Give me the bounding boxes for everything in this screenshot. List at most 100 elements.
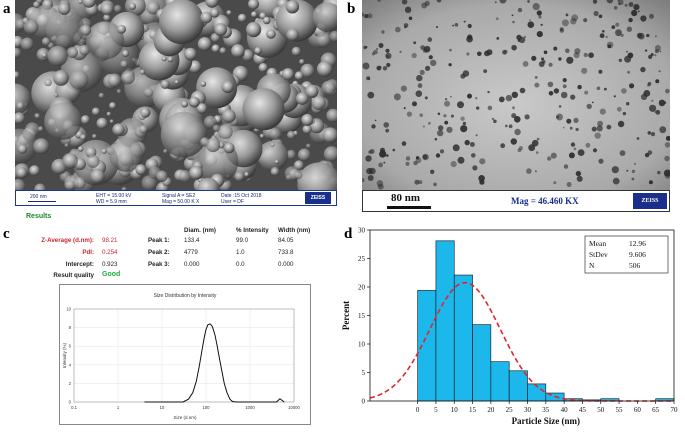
tem-particle (649, 104, 657, 112)
tem-particle (646, 33, 650, 38)
tem-particle (566, 182, 572, 187)
tem-particle (371, 52, 375, 56)
sem-grain (205, 137, 221, 153)
tem-particle (378, 162, 383, 168)
sem-grain (262, 16, 271, 25)
tem-micrograph (362, 0, 670, 190)
tem-particle (362, 177, 365, 183)
tem-particle (514, 116, 521, 123)
histogram-ytick-label: 30 (358, 227, 366, 235)
sem-grain (29, 165, 40, 176)
sem-grain (53, 70, 69, 86)
sem-grain (37, 126, 44, 132)
tem-particle (597, 120, 604, 127)
tem-particle (556, 113, 563, 121)
sem-grain (241, 49, 254, 62)
tem-particle (476, 106, 480, 110)
sem-grain (214, 23, 228, 36)
tem-particle (371, 124, 376, 129)
tem-particle (438, 125, 444, 131)
tem-particle (553, 88, 560, 94)
sem-grain (286, 149, 296, 160)
sem-grain (217, 123, 233, 140)
tem-particle (415, 90, 423, 97)
peak1-width: 84.05 (278, 237, 294, 244)
tem-particle (605, 35, 608, 39)
tem-particle (576, 175, 583, 182)
histogram-bar (490, 361, 510, 402)
sem-grain (312, 2, 337, 32)
tem-particle (612, 177, 620, 185)
tem-particle (599, 33, 605, 39)
tem-particle (467, 23, 472, 29)
histogram-yaxis-label: Percent (341, 301, 351, 330)
tem-particle (392, 148, 396, 152)
tem-particle (417, 83, 423, 88)
tem-particle (596, 86, 601, 91)
tem-particle (618, 0, 624, 5)
intercept-value: 0.923 (102, 261, 118, 268)
sem-grain (294, 171, 303, 180)
tem-particle (640, 15, 647, 22)
sem-grain (64, 143, 69, 148)
tem-particle (527, 21, 535, 29)
tem-particle (574, 48, 581, 55)
sem-grain (101, 3, 114, 16)
tem-particle (419, 69, 425, 75)
sem-grain (122, 50, 129, 57)
peak3-intensity: 0.0 (236, 261, 245, 268)
sem-micrograph (15, 0, 337, 190)
tem-particle (496, 37, 500, 40)
tem-particle (531, 139, 539, 147)
sem-grain (140, 108, 150, 118)
tem-particle (413, 41, 417, 45)
tem-particle (541, 57, 544, 61)
tem-particle (613, 6, 618, 10)
tem-zeiss-logo: ZEISS (633, 193, 667, 209)
tem-particle (634, 162, 636, 165)
sem-grain (326, 108, 337, 123)
sem-grain (226, 10, 232, 16)
tem-particle (556, 115, 560, 119)
tem-particle (454, 23, 459, 27)
stats-label: N (589, 261, 595, 270)
tem-particle (586, 103, 592, 110)
tem-image (362, 0, 670, 190)
histogram-bar (508, 370, 528, 402)
tem-particle (502, 49, 507, 55)
sem-signal: Signal A = SE2 (162, 193, 196, 199)
tem-particle (376, 65, 382, 71)
tem-particle (369, 167, 376, 175)
tem-particle (654, 45, 661, 51)
tem-particle (467, 93, 472, 99)
sem-grain (281, 68, 295, 81)
sem-grain (54, 92, 59, 97)
tem-particle (591, 126, 597, 132)
tem-particle (364, 13, 369, 19)
sem-grain (33, 138, 50, 155)
tem-particle (367, 13, 373, 19)
tem-particle (486, 49, 493, 56)
tem-particle (415, 156, 420, 160)
tem-particle (619, 150, 626, 157)
sem-grain (163, 148, 168, 154)
histogram-ytick-label: 25 (358, 255, 366, 263)
sem-grain (299, 59, 305, 65)
tem-particle (374, 119, 377, 122)
sem-grain (34, 113, 40, 119)
tem-particle (457, 156, 465, 164)
tem-particle (379, 150, 387, 158)
tem-particle (534, 82, 540, 88)
sem-grain (41, 37, 51, 46)
sem-grain (45, 9, 85, 49)
tem-particle (577, 84, 582, 90)
tem-particle (385, 128, 390, 133)
sem-grain (297, 148, 311, 162)
sem-grain (200, 11, 213, 24)
tem-particle (596, 125, 603, 132)
histogram-xtick-label: 0 (416, 406, 420, 414)
tem-particle (622, 111, 627, 116)
tem-particle (414, 179, 420, 185)
dls-chart: Size Distribution by Intensity 0 2 4 6 8 10 0.1… (62, 293, 300, 420)
tem-particle (487, 105, 493, 111)
